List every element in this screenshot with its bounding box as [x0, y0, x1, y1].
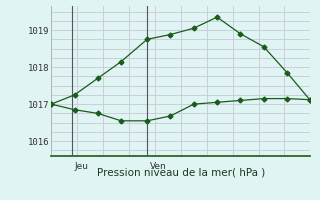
Text: Ven: Ven: [150, 162, 166, 171]
X-axis label: Pression niveau de la mer( hPa ): Pression niveau de la mer( hPa ): [97, 167, 265, 177]
Text: Jeu: Jeu: [75, 162, 89, 171]
